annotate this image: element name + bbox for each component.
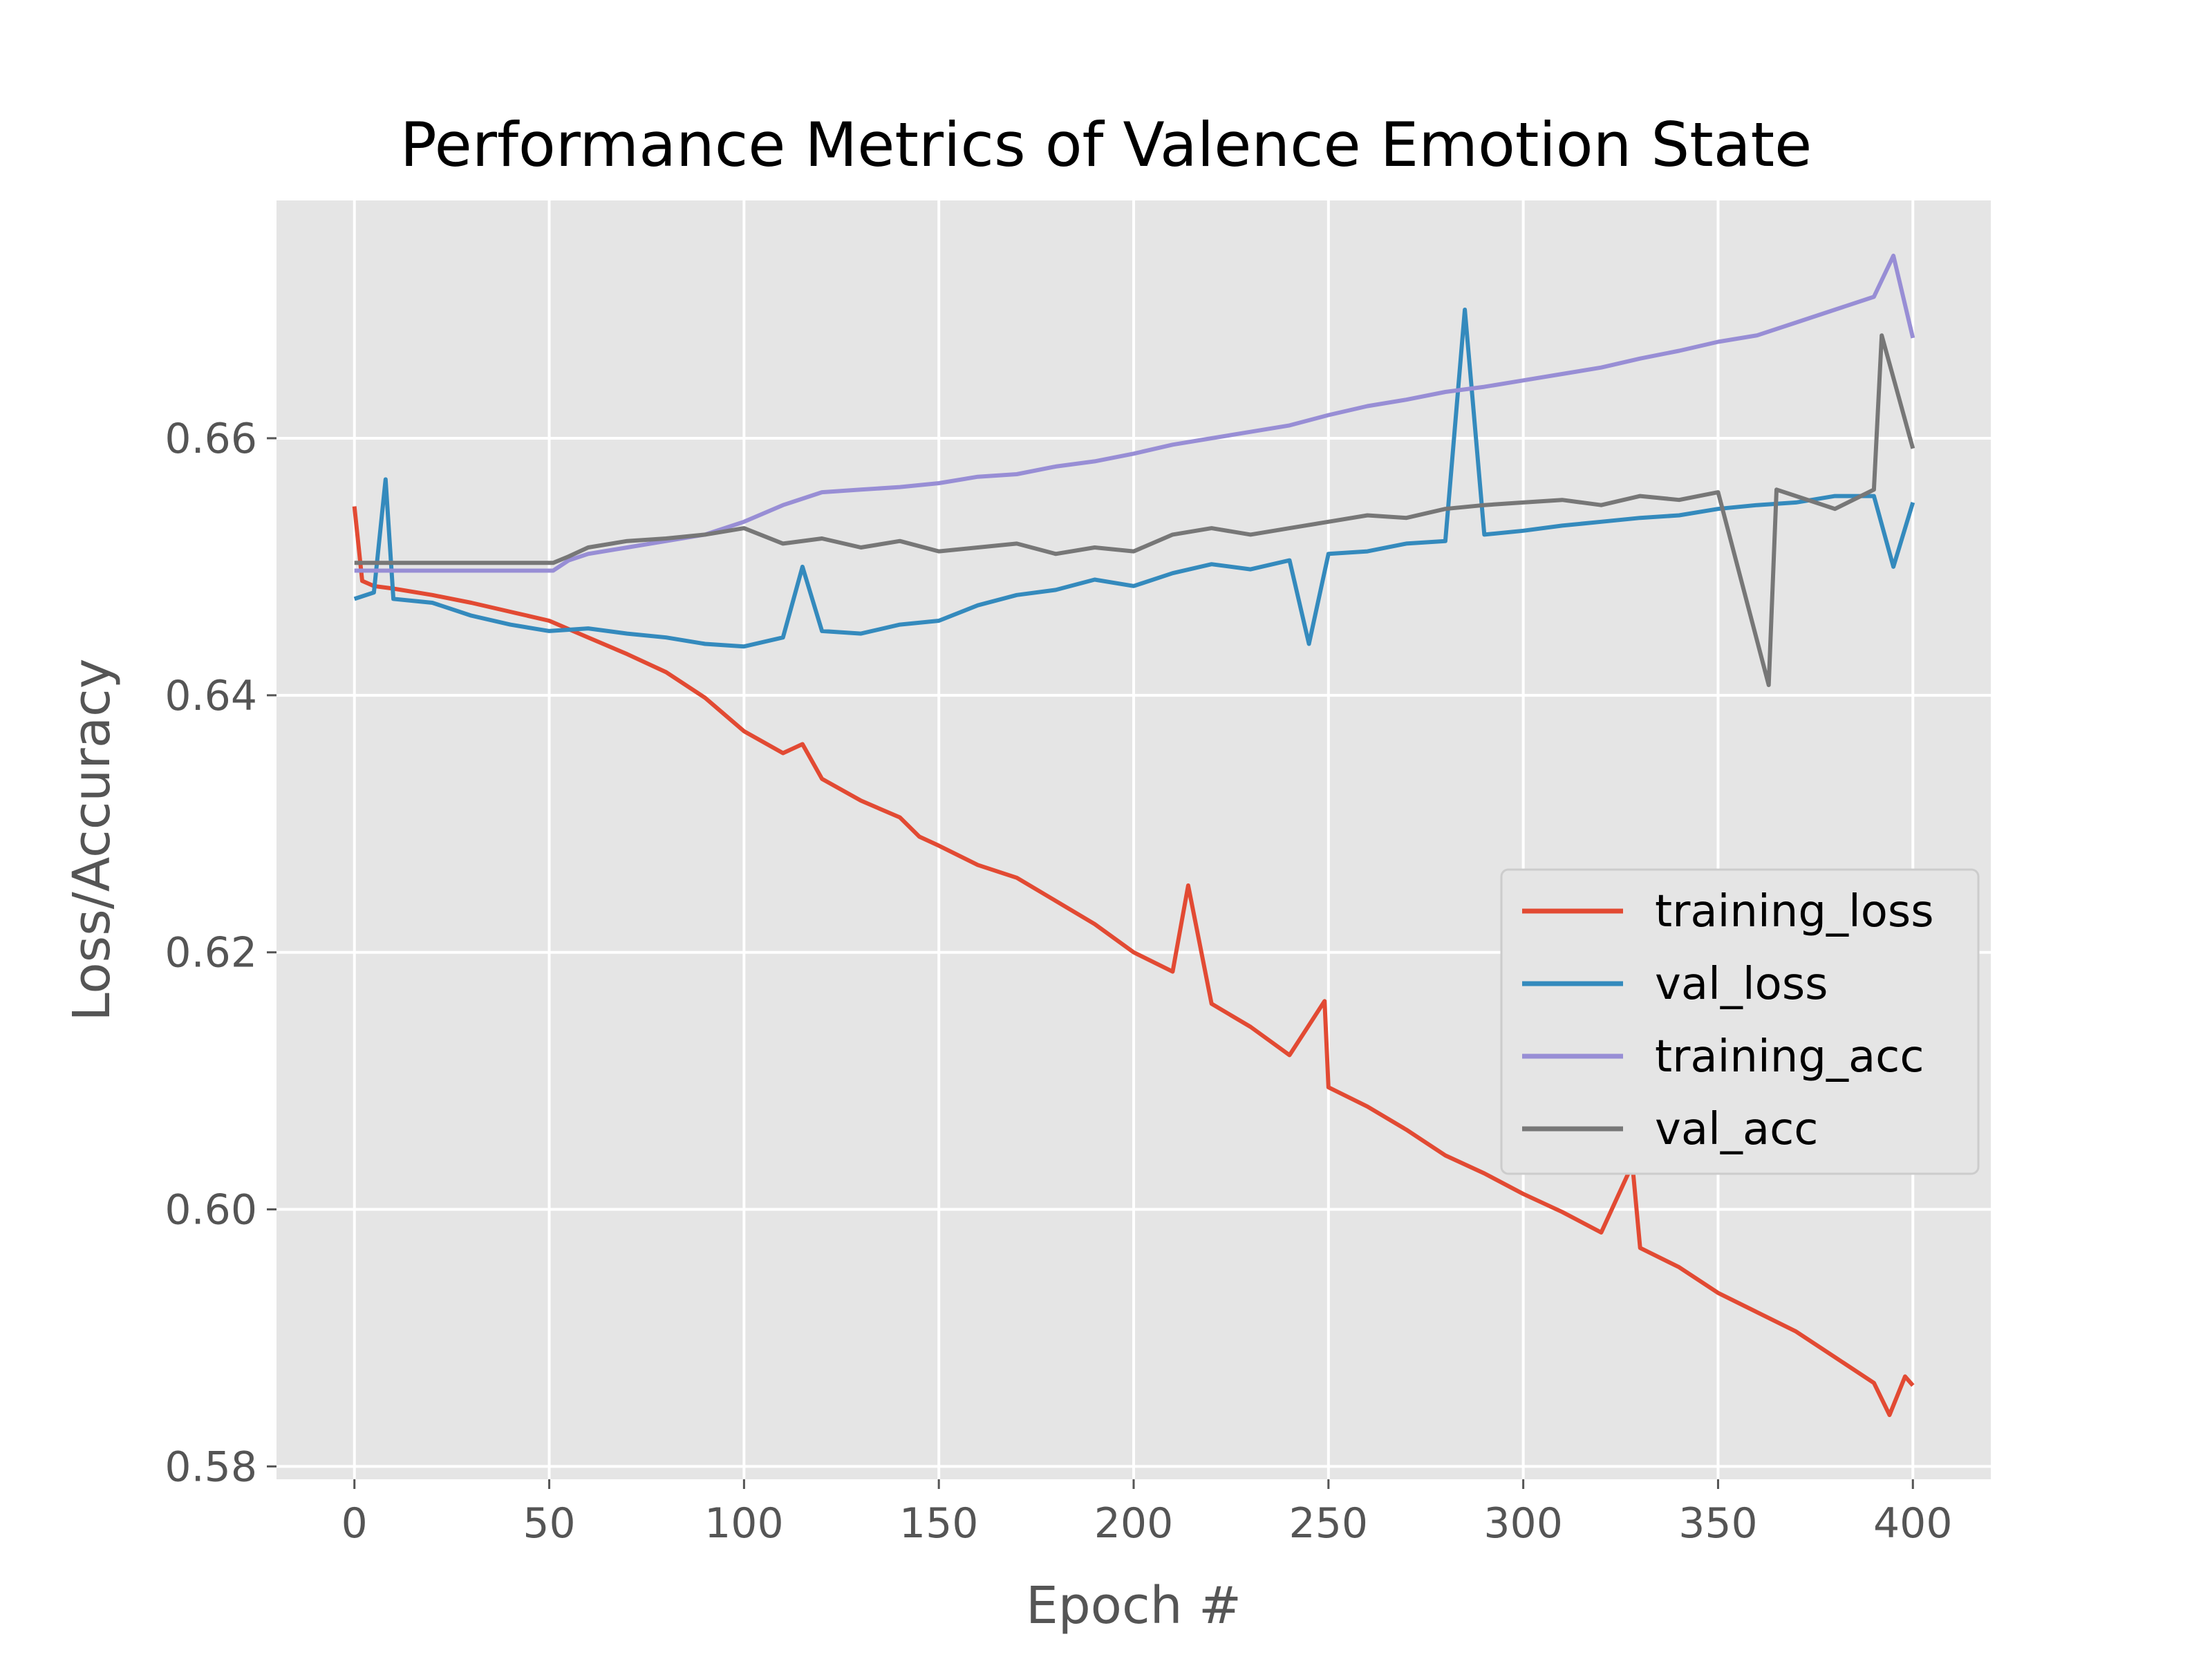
x-tick-label: 200 xyxy=(1094,1499,1174,1548)
legend-label: val_loss xyxy=(1655,959,1828,1010)
y-axis-label: Loss/Accuracy xyxy=(62,658,122,1021)
y-tick-label: 0.60 xyxy=(165,1186,257,1235)
x-tick-label: 50 xyxy=(523,1499,575,1548)
x-axis-label: Epoch # xyxy=(1026,1576,1241,1635)
x-tick-label: 100 xyxy=(704,1499,784,1548)
series-line-training-loss xyxy=(352,506,1915,1417)
y-tick-label: 0.62 xyxy=(165,929,257,977)
grid xyxy=(276,200,1991,1479)
legend: training_loss val_loss training_acc val_acc xyxy=(1500,868,1980,1175)
series-line-training-acc xyxy=(354,253,1915,573)
y-ticks: 0.58 0.60 0.62 0.64 0.66 xyxy=(165,415,276,1491)
legend-label: training_acc xyxy=(1655,1031,1924,1082)
x-ticks: 0 50 100 150 200 250 300 350 400 xyxy=(341,1479,1953,1548)
y-tick-label: 0.58 xyxy=(165,1443,257,1491)
series-line-val-loss xyxy=(353,308,1915,649)
x-tick-label: 0 xyxy=(341,1499,368,1548)
series-lines xyxy=(352,253,1915,1417)
x-tick-label: 300 xyxy=(1483,1499,1563,1548)
legend-box xyxy=(1500,868,1980,1175)
legend-label: training_loss xyxy=(1655,886,1934,937)
y-tick-label: 0.66 xyxy=(165,415,257,463)
x-tick-label: 250 xyxy=(1289,1499,1369,1548)
x-tick-label: 350 xyxy=(1678,1499,1758,1548)
x-tick-label: 400 xyxy=(1873,1499,1953,1548)
x-tick-label: 150 xyxy=(899,1499,979,1548)
y-tick-label: 0.64 xyxy=(165,672,257,720)
series-line-val-acc xyxy=(354,333,1915,687)
chart-title: Performance Metrics of Valence Emotion S… xyxy=(400,109,1812,180)
legend-label: val_acc xyxy=(1655,1104,1818,1155)
